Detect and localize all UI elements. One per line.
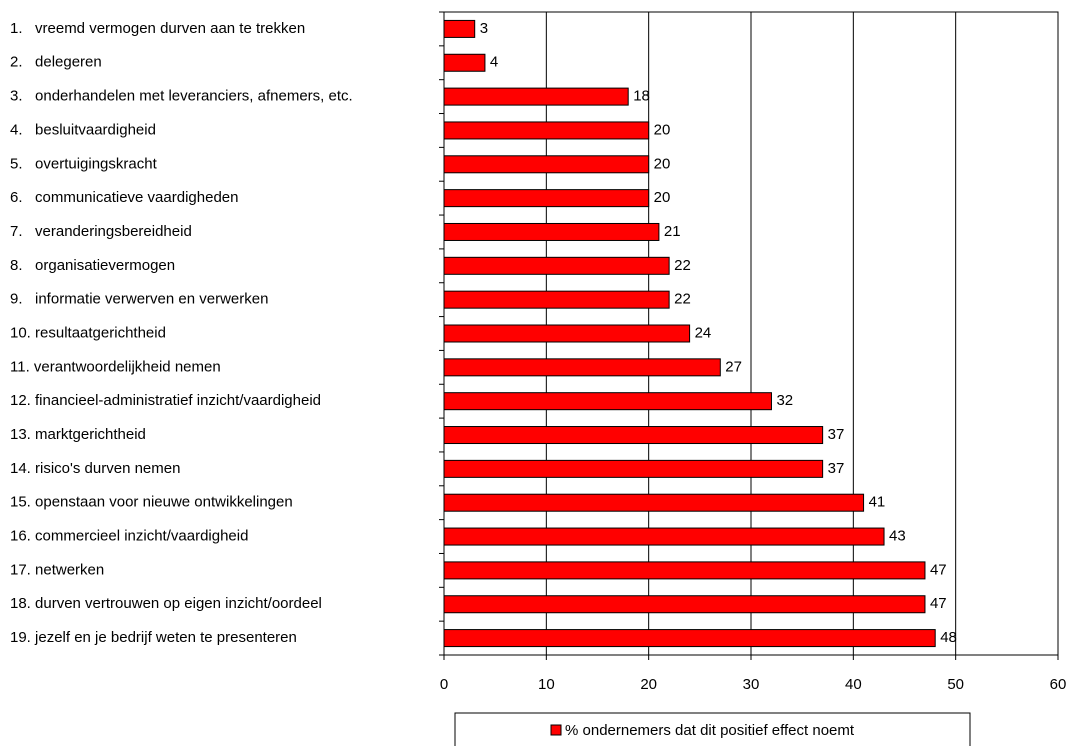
y-tick-label: 19. jezelf en je bedrijf weten te presen…: [10, 629, 297, 646]
y-tick-label: 5. overtuigingskracht: [10, 155, 158, 172]
y-tick-label: 16. commercieel inzicht/vaardigheid: [10, 528, 248, 545]
bar: [443, 155, 650, 174]
data-label: 32: [776, 392, 793, 409]
bar: [443, 358, 721, 377]
legend-swatch: [550, 724, 562, 736]
bar: [443, 561, 926, 580]
y-tick-label: 11. verantwoordelijkheid nemen: [10, 358, 221, 375]
y-tick-label: 8. organisatievermogen: [10, 257, 175, 274]
x-tick-label: 10: [538, 676, 555, 693]
legend-box: [454, 712, 971, 746]
data-label: 27: [725, 358, 742, 375]
data-label: 22: [674, 257, 691, 274]
y-tick-label: 18. durven vertrouwen op eigen inzicht/o…: [10, 595, 322, 612]
y-tick-label: 14. risico's durven nemen: [10, 460, 180, 477]
x-tick-label: 40: [845, 676, 862, 693]
y-tick-label: 15. openstaan voor nieuwe ontwikkelingen: [10, 494, 293, 511]
y-tick-label: 12. financieel-administratief inzicht/va…: [10, 392, 321, 409]
x-tick-label: 0: [440, 676, 448, 693]
data-label: 47: [930, 595, 947, 612]
bar: [443, 426, 824, 445]
y-tick-label: 17. netwerken: [10, 561, 104, 578]
x-tick-label: 20: [640, 676, 657, 693]
legend: % ondernemers dat dit positief effect no…: [454, 712, 971, 746]
bar: [443, 87, 629, 106]
data-label: 21: [664, 223, 681, 240]
y-tick-label: 7. veranderingsbereidheid: [10, 223, 192, 240]
data-label: 47: [930, 561, 947, 578]
bar: [443, 595, 926, 614]
bar: [443, 629, 936, 648]
data-label: 22: [674, 291, 691, 308]
bar: [443, 121, 650, 140]
y-tick-label: 4. besluitvaardigheid: [10, 121, 156, 138]
legend-label: % ondernemers dat dit positief effect no…: [565, 722, 855, 739]
bar: [443, 324, 691, 343]
data-label: 43: [889, 528, 906, 545]
bar: [443, 459, 824, 478]
data-label: 37: [828, 460, 845, 477]
bar: [443, 256, 670, 275]
y-tick-label: 6. communicatieve vaardigheden: [10, 189, 238, 206]
bar: [443, 222, 660, 241]
data-label: 41: [869, 494, 886, 511]
data-label: 20: [654, 189, 671, 206]
x-tick-label: 30: [743, 676, 760, 693]
data-label: 4: [490, 54, 498, 71]
data-label: 3: [480, 20, 488, 37]
bar: [443, 290, 670, 309]
y-tick-label: 9. informatie verwerven en verwerken: [10, 291, 268, 308]
data-label: 18: [633, 88, 650, 105]
data-label: 37: [828, 426, 845, 443]
y-tick-label: 1. vreemd vermogen durven aan te trekken: [10, 20, 305, 37]
data-label: 24: [695, 324, 712, 341]
x-tick-label: 60: [1050, 676, 1067, 693]
y-tick-label: 10. resultaatgerichtheid: [10, 324, 166, 341]
x-tick-label: 50: [947, 676, 964, 693]
y-tick-label: 3. onderhandelen met leveranciers, afnem…: [10, 88, 353, 105]
bar: [443, 527, 885, 546]
bar: [443, 19, 476, 38]
bar: [443, 53, 486, 72]
bar: [443, 189, 650, 208]
bar: [443, 392, 772, 411]
data-label: 48: [940, 629, 957, 646]
data-label: 20: [654, 155, 671, 172]
bar: [443, 493, 865, 512]
y-tick-label: 2. delegeren: [10, 54, 102, 71]
y-tick-label: 13. marktgerichtheid: [10, 426, 146, 443]
data-label: 20: [654, 121, 671, 138]
